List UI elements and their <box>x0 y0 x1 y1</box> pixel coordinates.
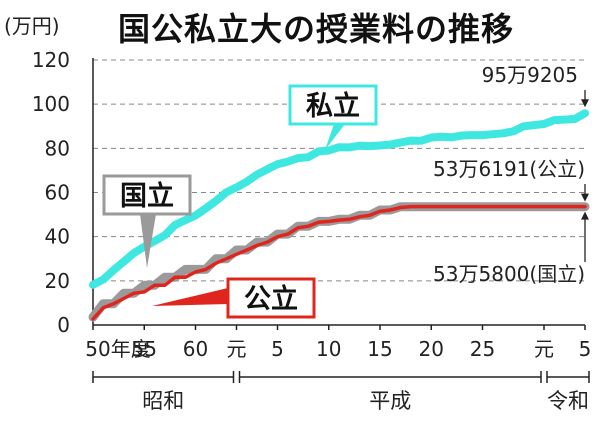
callout-label-national: 国立 <box>120 180 174 212</box>
annotation-public-end: 53万6191(公立) <box>433 157 585 181</box>
era-label: 平成 <box>369 389 411 413</box>
y-unit-label: (万円) <box>4 14 60 38</box>
x-tick-label: 元 <box>534 337 554 361</box>
era-label: 令和 <box>547 389 589 413</box>
annotations: 95万9205 53万6191(公立) 53万5800(国立) <box>433 63 589 286</box>
chart-title: 国公私立大の授業料の推移 <box>118 10 515 48</box>
x-tick-label: 15 <box>367 337 392 361</box>
annotation-private-end: 95万9205 <box>482 63 578 87</box>
x-tick-label: 5 <box>271 337 284 361</box>
x-tick-label: 55 <box>132 337 157 361</box>
arrow-head <box>581 211 589 220</box>
era-label: 昭和 <box>142 389 184 413</box>
y-tick-label: 80 <box>45 136 70 160</box>
callout-pointer-private <box>325 124 345 150</box>
y-tick-label: 20 <box>45 269 70 293</box>
callout-label-private: 私立 <box>306 90 360 122</box>
y-tick-label: 100 <box>32 92 70 116</box>
x-tick-label: 20 <box>419 337 444 361</box>
callout-label-public: 公立 <box>244 283 298 315</box>
x-tick-label: 元 <box>227 337 247 361</box>
y-tick-label: 60 <box>45 181 70 205</box>
y-tick-labels: 0 20 40 60 80 100 120 <box>32 48 70 337</box>
x-tick-label: 5 <box>579 337 592 361</box>
callout-pointer-national <box>140 214 156 268</box>
y-tick-label: 0 <box>57 313 70 337</box>
x-tick-label: 50年度 <box>85 337 150 361</box>
y-tick-label: 40 <box>45 225 70 249</box>
x-tick-label: 25 <box>470 337 495 361</box>
x-tick-label: 60 <box>183 337 208 361</box>
y-tick-label: 120 <box>32 48 70 72</box>
annotation-national-end: 53万5800(国立) <box>433 262 585 286</box>
x-tick-label: 10 <box>316 337 341 361</box>
callout-pointer-public <box>152 288 228 306</box>
era-labels: 昭和 平成 令和 <box>92 371 590 413</box>
callout-box-public <box>226 277 316 319</box>
series-line-private <box>89 109 589 289</box>
arrow-head <box>581 99 589 108</box>
callout-box-private <box>288 84 378 126</box>
series-lines <box>88 109 590 322</box>
arrow-head <box>581 193 589 202</box>
series-line-public <box>91 204 587 321</box>
